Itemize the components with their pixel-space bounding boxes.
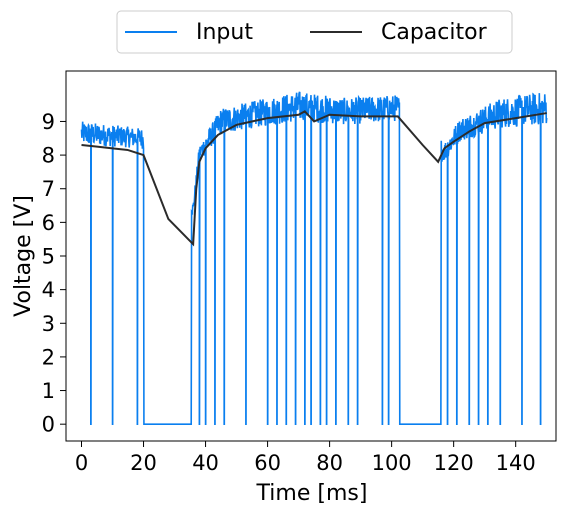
x-tick-label: 100: [372, 451, 412, 475]
x-tick-label: 120: [434, 451, 474, 475]
legend: Input Capacitor: [116, 10, 513, 54]
y-axis: 0 1 2 3 4 5 6 7 8 9: [42, 110, 66, 437]
legend-label-capacitor: Capacitor: [381, 20, 488, 45]
x-axis-title: Time [ms]: [256, 481, 368, 506]
x-tick-label: 40: [192, 451, 219, 475]
y-tick-label: 4: [42, 278, 55, 302]
x-tick-label: 80: [316, 451, 343, 475]
y-tick-label: 8: [42, 144, 55, 168]
y-tick-label: 6: [42, 211, 55, 235]
x-tick-label: 60: [254, 451, 281, 475]
series-input-line: [80, 91, 548, 425]
x-tick-label: 20: [130, 451, 157, 475]
x-tick-label: 140: [496, 451, 536, 475]
y-tick-label: 9: [42, 110, 55, 134]
y-tick-label: 0: [42, 413, 55, 437]
series-capacitor-line: [81, 110, 547, 247]
y-tick-label: 3: [42, 312, 55, 336]
y-tick-label: 7: [42, 177, 55, 201]
y-tick-label: 1: [42, 379, 55, 403]
x-tick-label: 0: [75, 451, 88, 475]
y-tick-label: 2: [42, 345, 55, 369]
y-axis-title: Voltage [V]: [11, 195, 36, 317]
y-tick-label: 5: [42, 245, 55, 269]
legend-label-input: Input: [196, 20, 253, 45]
x-axis: 0 20 40 60 80 100 120 140: [75, 441, 536, 475]
plot-area: [65, 70, 557, 442]
